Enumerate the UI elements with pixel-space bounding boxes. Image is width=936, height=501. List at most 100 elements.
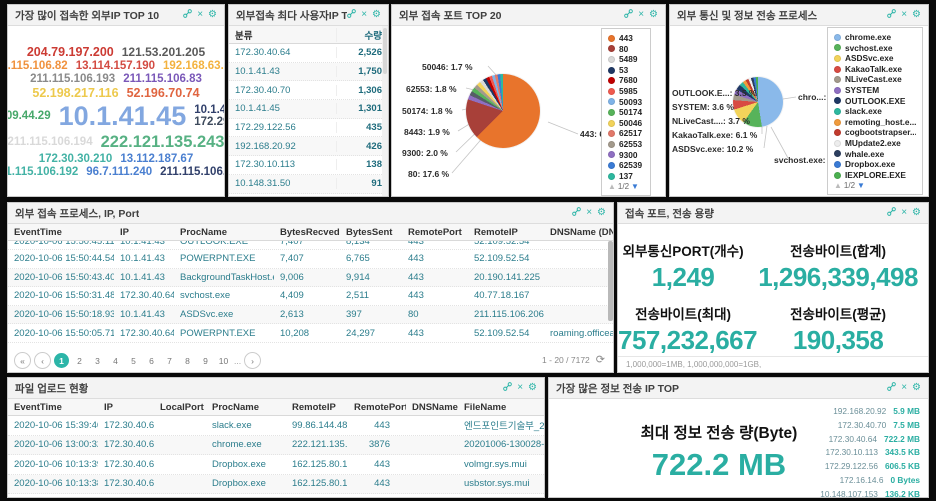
close-icon[interactable]: ×	[901, 207, 908, 218]
wordcloud-ip[interactable]: 172.30.30.210	[38, 152, 113, 165]
wordcloud-ip[interactable]: 192.168.63.160	[163, 59, 224, 72]
page-number-button[interactable]: 7	[167, 355, 172, 366]
legend-item[interactable]: 9300	[608, 150, 644, 161]
wordcloud-ip[interactable]: 211.115.106.192	[8, 165, 79, 178]
legend-item[interactable]: 50046	[608, 118, 644, 129]
legend-item[interactable]: Dropbox.exe	[834, 159, 916, 170]
wordcloud-ip[interactable]: 204.79.197.200	[26, 44, 114, 59]
wordcloud-ip[interactable]: 52.198.217.116	[32, 85, 119, 100]
page-number-button[interactable]: 9	[203, 355, 208, 366]
close-icon[interactable]: ×	[901, 9, 908, 20]
legend-item[interactable]: 5489	[608, 54, 644, 65]
table-row[interactable]: 2020-10-06 13:00:32.784 172.30.40.64 chr…	[8, 435, 544, 455]
close-icon[interactable]: ×	[638, 9, 645, 20]
table-row[interactable]: 172.29.122.56 435	[229, 119, 388, 138]
legend-item[interactable]: svchost.exe	[834, 43, 916, 54]
wordcloud-ip[interactable]: 211.115.106.82	[7, 59, 68, 72]
transfer-list-item[interactable]: 172.16.14.6 0 Bytes	[770, 474, 920, 488]
link-icon[interactable]	[572, 207, 582, 219]
legend-item[interactable]: IEXPLORE.EXE	[834, 170, 916, 181]
wordcloud-ip[interactable]: 13.112.187.67	[120, 152, 194, 165]
table-row[interactable]: 172.30.10.113 138	[229, 156, 388, 175]
scrollbar[interactable]	[608, 241, 613, 321]
table-row[interactable]: 2020-10-06 15:50:18.937 10.1.41.43 ASDSv…	[8, 305, 613, 325]
gear-icon[interactable]: ⚙	[912, 9, 921, 20]
close-icon[interactable]: ×	[197, 9, 204, 20]
table-row[interactable]: 2020-10-06 15:39:46.718 172.30.40.64 sla…	[8, 416, 544, 436]
gear-icon[interactable]: ⚙	[912, 382, 921, 393]
legend-page-down-icon[interactable]: ▼	[857, 181, 865, 191]
table-row[interactable]: 172.30.40.70 1,306	[229, 81, 388, 101]
legend-item[interactable]: 50093	[608, 97, 644, 108]
legend-item[interactable]: SYSTEM	[834, 85, 916, 96]
transfer-list-item[interactable]: 192.168.20.92 5.9 MB	[770, 405, 920, 419]
link-icon[interactable]	[183, 9, 193, 21]
close-icon[interactable]: ×	[586, 207, 593, 218]
process-pie-chart[interactable]	[733, 77, 783, 127]
page-next-button[interactable]: ›	[244, 352, 262, 369]
legend-item[interactable]: ASDSvc.exe	[834, 53, 916, 64]
gear-icon[interactable]: ⚙	[649, 9, 658, 20]
table-row-clipped[interactable]: 2020-10-06 15:50:45.119 10.1.41.43 OUTLOOK…	[8, 241, 613, 250]
legend-item[interactable]: KakaoTalk.exe	[834, 64, 916, 75]
wordcloud-ip[interactable]: 52.196.70.74	[126, 85, 200, 100]
link-icon[interactable]	[624, 9, 634, 21]
legend-item[interactable]: cogbootstrapser...	[834, 127, 916, 138]
legend-item[interactable]: 137	[608, 171, 644, 182]
legend-item[interactable]: whale.exe	[834, 149, 916, 160]
close-icon[interactable]: ×	[901, 382, 908, 393]
wordcloud-ip[interactable]: 211.115.106.84	[160, 165, 224, 178]
close-icon[interactable]: ×	[361, 9, 368, 20]
legend-item[interactable]: chrome.exe	[834, 32, 916, 43]
table-row[interactable]: 2020-10-06 10:13:38.635 172.30.40.64 Dro…	[8, 474, 544, 494]
table-row[interactable]: 2020-10-06 15:50:05.712 172.30.40.64 POW…	[8, 324, 613, 343]
legend-page-up-icon[interactable]: ▲	[608, 182, 616, 192]
page-number-button[interactable]: 2	[77, 355, 82, 366]
gear-icon[interactable]: ⚙	[597, 207, 606, 218]
wordcloud-ip[interactable]: 13.114.157.190	[75, 59, 156, 72]
gear-icon[interactable]: ⚙	[372, 9, 381, 20]
legend-page-down-icon[interactable]: ▼	[631, 182, 639, 192]
table-row[interactable]: 2020-10-06 15:50:43.400 10.1.41.43 Backg…	[8, 268, 613, 288]
refresh-icon[interactable]: ⟳	[595, 354, 605, 366]
table-row[interactable]: 10.1.41.45 1,301	[229, 100, 388, 119]
page-number-button[interactable]: 1	[54, 353, 69, 368]
table-row[interactable]: 172.30.40.64 2,526	[229, 44, 388, 63]
legend-item[interactable]: 443	[608, 33, 644, 44]
wordcloud-ip[interactable]: 10.1.41.45	[58, 100, 187, 131]
wordcloud-ip[interactable]: 10.1.41.42	[194, 104, 224, 116]
table-row[interactable]: 2020-10-06 10:13:39.162 172.30.40.64 Dro…	[8, 455, 544, 475]
legend-item[interactable]: remoting_host.e...	[834, 117, 916, 128]
table-row[interactable]: 10.1.41.43 1,750	[229, 62, 388, 82]
page-number-button[interactable]: 4	[113, 355, 118, 366]
wordcloud-ip[interactable]: 222.121.135.243	[100, 132, 225, 151]
transfer-list-item[interactable]: 172.30.10.113 343.5 KB	[770, 446, 920, 460]
wordcloud-ip[interactable]: 121.53.201.205	[121, 44, 206, 59]
page-number-button[interactable]: 8	[185, 355, 190, 366]
legend-item[interactable]: 5985	[608, 86, 644, 97]
link-icon[interactable]	[347, 9, 357, 21]
close-icon[interactable]: ×	[517, 382, 524, 393]
link-icon[interactable]	[887, 382, 897, 394]
legend-item[interactable]: 53	[608, 65, 644, 76]
legend-item[interactable]: 62553	[608, 139, 644, 150]
legend-item[interactable]: 50174	[608, 107, 644, 118]
legend-item[interactable]: slack.exe	[834, 106, 916, 117]
page-number-button[interactable]: 5	[131, 355, 136, 366]
wordcloud-ip[interactable]: 172.29.3.1	[194, 116, 224, 128]
table-row[interactable]: 10.148.31.50 91	[229, 174, 388, 194]
link-icon[interactable]	[887, 9, 897, 21]
legend-item[interactable]: OUTLOOK.EXE	[834, 96, 916, 107]
link-icon[interactable]	[503, 382, 513, 394]
link-icon[interactable]	[887, 207, 897, 219]
legend-page-up-icon[interactable]: ▲	[834, 181, 842, 191]
page-number-button[interactable]: 6	[149, 355, 154, 366]
page-prev-button[interactable]: ‹	[34, 352, 51, 369]
wordcloud-ip[interactable]: 52.109.44.29	[7, 110, 51, 122]
page-number-button[interactable]: 10	[218, 355, 229, 366]
page-first-button[interactable]: «	[14, 352, 31, 369]
transfer-list-item[interactable]: 172.29.122.56 606.5 KB	[770, 460, 920, 474]
legend-item[interactable]: 80	[608, 44, 644, 55]
page-number-button[interactable]: 3	[95, 355, 100, 366]
wordcloud-ip[interactable]: 96.7.111.240	[86, 165, 153, 178]
